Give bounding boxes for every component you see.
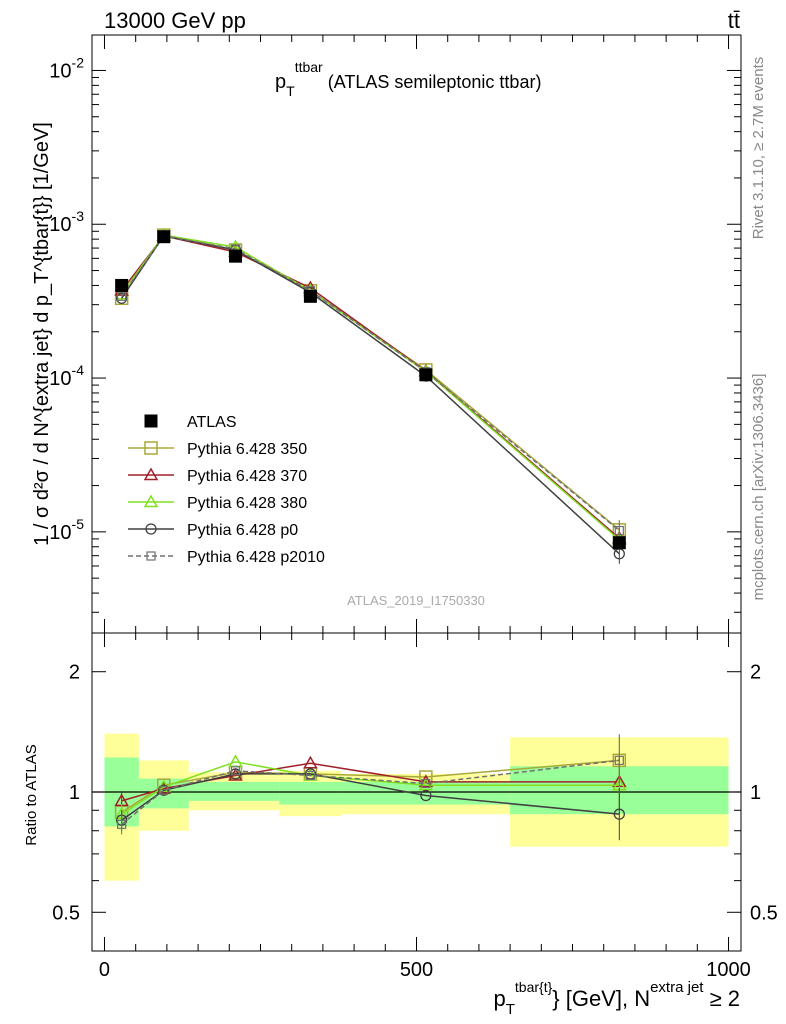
data-point	[229, 768, 242, 780]
ratio-axis-ticks	[92, 633, 741, 952]
rivet-version-label: Rivet 3.1.10, ≥ 2.7M events	[750, 57, 767, 240]
ratio-panel: 0.5 0.5 1 1 2 2 0 500 1000 Ratio to ATLAS pTtba…	[23, 632, 778, 1018]
x-tick-label: 0	[99, 959, 110, 981]
legend-entry: Pythia 6.428 370	[128, 467, 307, 485]
ratio-band-inner	[188, 781, 280, 801]
data-point	[614, 525, 624, 536]
main-y-tick-label: 10-4	[49, 362, 84, 390]
analysis-id-label: ATLAS_2019_I1750330	[347, 593, 485, 608]
main-series-layer	[114, 227, 627, 564]
data-point	[229, 249, 243, 263]
data-point	[159, 785, 169, 795]
mcplots-source-label: mcplots.cern.ch [arXiv:1306.3436]	[750, 374, 767, 601]
ratio-y-tick-label: 1	[69, 782, 80, 804]
main-y-tick-label: 10-3	[49, 208, 84, 236]
main-plot-title: pTttbar (ATLAS semileptonic ttbar)	[275, 59, 541, 99]
legend: ATLAS Pythia 6.428 350 Pythia 6.428 370 Pyt…	[128, 414, 325, 566]
data-point	[158, 784, 170, 796]
series-line	[121, 234, 620, 541]
legend-entry: ATLAS	[144, 414, 237, 431]
series-line	[121, 235, 620, 555]
data-point	[156, 781, 172, 794]
legend-label: Pythia 6.428 370	[187, 468, 307, 485]
legend-label: Pythia 6.428 p0	[187, 522, 298, 539]
main-series-1	[114, 228, 627, 540]
ratio-line	[121, 773, 620, 821]
data-point	[145, 523, 157, 535]
data-point	[303, 289, 317, 303]
data-point	[117, 819, 127, 829]
main-y-axis-label: 1 / σ d²σ / d N^{extra jet} d p_T^{tbar{…	[31, 122, 53, 546]
x-axis-label: pTtbar{t}} [GeV], Nextra jet ≥ 2	[493, 979, 740, 1018]
data-point	[420, 789, 432, 802]
ratio-y-tick-label-right: 0.5	[750, 902, 778, 924]
legend-label: Pythia 6.428 350	[187, 441, 307, 458]
data-point	[143, 494, 159, 508]
legend-entry: Pythia 6.428 350	[128, 441, 307, 458]
ratio-uncertainty-bands	[92, 733, 741, 881]
data-point	[421, 778, 431, 789]
ratio-line	[121, 761, 620, 815]
header-process-label: tt̄	[728, 8, 740, 33]
main-plot-frame	[91, 34, 742, 634]
data-point	[419, 368, 433, 382]
legend-entry: Pythia 6.428 380	[128, 494, 307, 512]
legend-entry: Pythia 6.428 p0	[128, 522, 298, 539]
legend-entry: Pythia 6.428 p2010	[128, 549, 325, 566]
x-tick-label: 500	[400, 959, 433, 981]
data-point	[115, 292, 128, 304]
ratio-y-tick-labels: 0.5 0.5 1 1 2 2	[52, 662, 778, 925]
data-point	[230, 766, 241, 776]
ratio-band-inner	[279, 781, 342, 805]
data-point	[419, 770, 433, 784]
x-tick-label: 1000	[706, 959, 751, 981]
ratio-y-tick-label-right: 2	[750, 662, 761, 684]
series-line	[121, 235, 620, 532]
legend-label: Pythia 6.428 p2010	[187, 549, 325, 566]
legend-label: ATLAS	[187, 414, 237, 431]
main-axis-ticks	[92, 35, 741, 633]
main-series-4	[115, 230, 625, 564]
ratio-x-tick-labels: 0 500 1000	[99, 959, 751, 981]
main-panel: 10-5 10-4 10-3 10-2 pTttbar (ATLAS semilept…	[31, 34, 742, 634]
legend-label: Pythia 6.428 380	[187, 495, 307, 512]
ratio-series-4	[117, 734, 624, 835]
main-y-tick-label: 10-2	[49, 54, 84, 82]
data-point	[305, 770, 316, 781]
ratio-line	[121, 759, 620, 813]
ratio-y-axis-label: Ratio to ATLAS	[23, 744, 40, 845]
data-point	[146, 551, 156, 561]
data-point	[115, 278, 129, 292]
series-line	[121, 235, 620, 539]
data-point	[144, 441, 158, 455]
header-energy-label: 13000 GeV pp	[104, 8, 246, 33]
data-point	[418, 774, 434, 788]
data-point	[614, 755, 624, 765]
ratio-series-layer	[114, 734, 627, 841]
data-point	[117, 291, 127, 301]
ratio-y-tick-label: 0.5	[52, 902, 80, 924]
data-point	[303, 755, 318, 769]
data-point	[143, 467, 159, 481]
main-series-0	[115, 230, 626, 550]
data-point	[157, 230, 171, 244]
data-point	[612, 536, 626, 550]
ratio-y-tick-label: 2	[69, 662, 80, 684]
data-point	[144, 414, 158, 428]
main-y-tick-labels: 10-5 10-4 10-3 10-2	[49, 54, 84, 543]
data-point	[613, 808, 625, 820]
data-point	[418, 777, 434, 791]
main-y-tick-label: 10-5	[49, 516, 84, 544]
ratio-y-tick-label-right: 1	[750, 782, 761, 804]
